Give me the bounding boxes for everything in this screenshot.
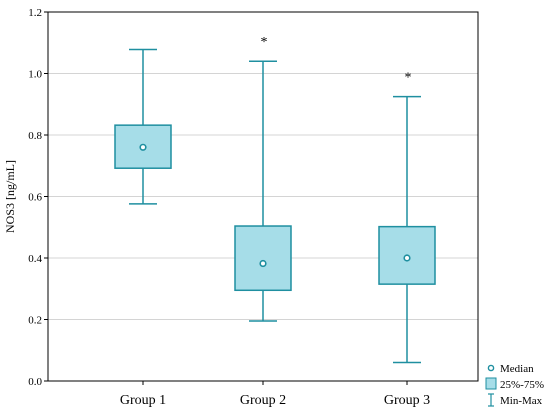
box-group-3: * [378, 71, 436, 364]
iqr-legend-icon [485, 377, 497, 390]
box-series: ** [114, 35, 436, 364]
x-category-label: Group 3 [384, 393, 430, 408]
y-tick-label: 1.2 [28, 7, 42, 19]
axes [44, 11, 479, 385]
iqr-box [234, 225, 292, 292]
y-tick-label: 0.8 [28, 130, 42, 142]
y-tick-label: 0.2 [28, 315, 42, 327]
significance-asterisk: * [405, 71, 412, 86]
legend-label: Min-Max [500, 395, 543, 407]
y-tick-label: 0.0 [28, 376, 42, 388]
iqr-box [114, 124, 172, 169]
x-category-label: Group 1 [120, 393, 166, 408]
legend: Median 25%-75% Min-Max [485, 363, 544, 407]
y-axis-title: NOS3 [ng/mL] [3, 160, 17, 233]
box-group-1 [114, 48, 172, 205]
box-group-2: * [234, 35, 292, 322]
legend-item-1: Median [487, 363, 534, 375]
x-category-label: Group 2 [240, 393, 286, 408]
median-legend-icon [487, 364, 495, 372]
legend-item-2: 25%-75% [485, 377, 544, 391]
median-marker [403, 254, 411, 262]
legend-label: Median [500, 363, 534, 375]
y-tick-label: 0.6 [28, 192, 42, 204]
y-tick-label: 1.0 [28, 69, 42, 81]
median-marker [139, 143, 147, 151]
axis-labels: 0.0 0.2 0.4 0.6 0.8 1.0 1.2 Group 1 Group 2 Group… [3, 7, 430, 408]
legend-label: 25%-75% [500, 379, 544, 391]
median-marker [259, 259, 267, 268]
y-tick-label: 0.4 [28, 253, 42, 265]
significance-asterisk: * [261, 35, 268, 50]
legend-item-3: Min-Max [488, 393, 543, 407]
